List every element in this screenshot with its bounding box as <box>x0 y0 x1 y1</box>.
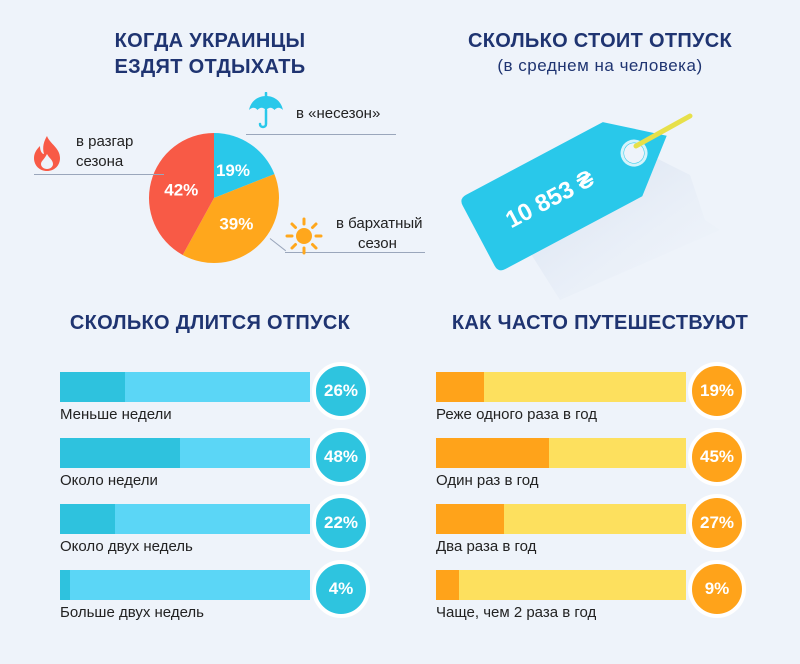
duration-bar-track <box>60 570 310 600</box>
duration-bar-fill <box>60 570 70 600</box>
pie-label-peak-line1: в разгар <box>76 133 134 150</box>
duration-value-badge: 22% <box>312 494 370 552</box>
pie-slice-velvet <box>182 174 280 264</box>
pie-leader-line-peak <box>34 174 164 175</box>
pie-slice-peak <box>149 133 214 255</box>
pie-label-velvet-line2: сезон <box>358 235 397 252</box>
when-title-line2: ЕЗДЯТ ОТДЫХАТЬ <box>114 56 306 78</box>
frequency-bar-track <box>436 372 686 402</box>
umbrella-icon <box>249 92 283 129</box>
duration-bar-row: 48% Около недели <box>60 428 390 490</box>
duration-bar-label: Больше двух недель <box>60 604 204 621</box>
frequency-bar-row: 9% Чаще, чем 2 раза в год <box>436 560 766 622</box>
duration-value-badge: 48% <box>312 428 370 486</box>
duration-bar-track <box>60 372 310 402</box>
duration-bar-fill <box>60 438 180 468</box>
duration-bar-track <box>60 438 310 468</box>
frequency-bar-track <box>436 438 686 468</box>
frequency-bar-fill <box>436 372 484 402</box>
when-title-line1: КОГДА УКРАИНЦЫ <box>114 30 306 52</box>
pie-label-peak: в разгар сезона <box>76 132 133 172</box>
when-title: КОГДА УКРАИНЦЫ ЕЗДЯТ ОТДЫХАТЬ <box>40 28 380 80</box>
duration-bar-label: Около недели <box>60 472 158 489</box>
pie-label-velvet: в бархатный сезон <box>336 214 423 254</box>
duration-bar-row: 4% Больше двух недель <box>60 560 390 622</box>
duration-bar-label: Меньше недели <box>60 406 172 423</box>
frequency-title: КАК ЧАСТО ПУТЕШЕСТВУЮТ <box>451 312 749 334</box>
pie-value-velvet: 39% <box>219 214 253 233</box>
fire-icon <box>34 136 60 171</box>
sun-icon <box>285 217 323 255</box>
duration-bar-row: 22% Около двух недель <box>60 494 390 556</box>
pie-label-offseason-line1: в «несезон» <box>296 105 381 122</box>
frequency-bar-row: 19% Реже одного раза в год <box>436 362 766 424</box>
duration-bar-track <box>60 504 310 534</box>
frequency-bar-fill <box>436 570 459 600</box>
frequency-bar-row: 27% Два раза в год <box>436 494 766 556</box>
pie-label-offseason: в «несезон» <box>296 104 380 124</box>
frequency-bar-fill <box>436 504 504 534</box>
frequency-value-badge: 9% <box>688 560 746 618</box>
duration-bar-fill <box>60 504 115 534</box>
frequency-bar-track <box>436 570 686 600</box>
duration-bar-row: 26% Меньше недели <box>60 362 390 424</box>
pie-label-peak-line2: сезона <box>76 153 124 170</box>
pie-leader-line-offseason <box>246 134 396 135</box>
pie-leader-line-velvet-h <box>285 252 425 253</box>
frequency-bar-label: Реже одного раза в год <box>436 406 598 423</box>
frequency-bar-label: Два раза в год <box>436 538 537 555</box>
pie-slice-offseason <box>214 133 275 198</box>
cost-title: СКОЛЬКО СТОИТ ОТПУСК <box>467 30 733 52</box>
duration-bar-label: Около двух недель <box>60 538 193 555</box>
pie-value-peak: 42% <box>164 181 198 200</box>
frequency-value-badge: 27% <box>688 494 746 552</box>
pie-value-offseason: 19% <box>216 161 250 180</box>
duration-value-badge: 4% <box>312 560 370 618</box>
duration-bar-fill <box>60 372 125 402</box>
frequency-bar-track <box>436 504 686 534</box>
duration-value-badge: 26% <box>312 362 370 420</box>
cost-subtitle: (в среднем на человека) <box>497 56 703 75</box>
duration-title: СКОЛЬКО ДЛИТСЯ ОТПУСК <box>69 312 351 334</box>
frequency-bar-row: 45% Один раз в год <box>436 428 766 490</box>
frequency-bar-fill <box>436 438 549 468</box>
frequency-value-badge: 45% <box>688 428 746 486</box>
frequency-value-badge: 19% <box>688 362 746 420</box>
frequency-bar-label: Один раз в год <box>436 472 539 489</box>
frequency-bar-label: Чаще, чем 2 раза в год <box>436 604 597 621</box>
pie-label-velvet-line1: в бархатный <box>336 215 423 232</box>
